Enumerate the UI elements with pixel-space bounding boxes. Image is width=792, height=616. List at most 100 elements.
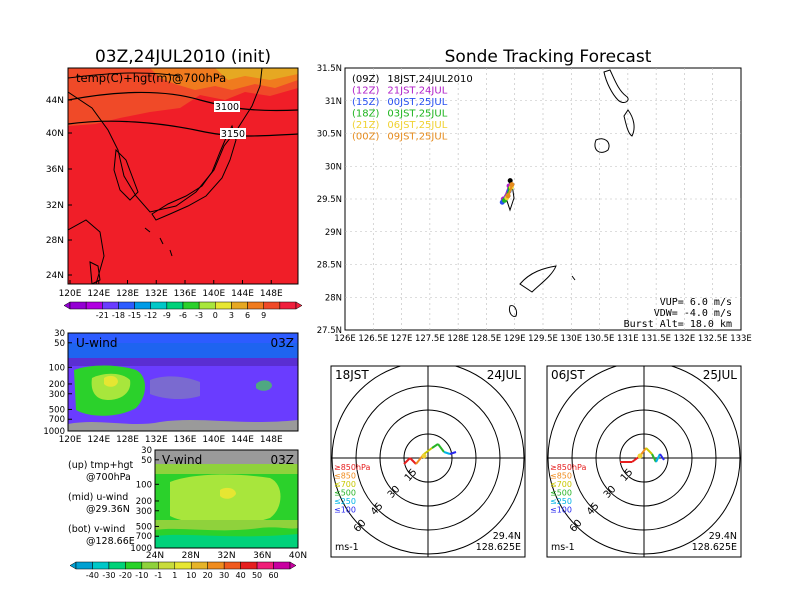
lon-tick-label: 128.5E: [472, 334, 502, 344]
surface-wind-point: [421, 453, 427, 459]
colorbar-label: 6: [245, 311, 250, 320]
param-vup: VUP= 6.0 m/s: [660, 297, 732, 308]
legend-mid: (mid) u-wind: [68, 492, 128, 503]
pressure-tick-label: 100: [136, 480, 152, 490]
colorbar-label: -10: [135, 571, 148, 580]
pressure-level-label: ≤500: [550, 489, 572, 498]
colorbar-cell: [141, 561, 159, 570]
hodograph-lat: 29.4N: [493, 531, 521, 542]
lat-tick-label: 29.5N: [317, 195, 342, 205]
u-wind-lon-ticks: 120E 124E 128E 132E 136E 140E 144E 148E: [59, 435, 283, 445]
coastline-china-south: [68, 219, 105, 284]
launch-legend-item: (18Z) 03JST,25JUL: [352, 109, 448, 120]
colorbar-cell: [92, 561, 110, 570]
colorbar-label: 9: [261, 311, 266, 320]
colorbar-cell: [134, 301, 151, 310]
lat-tick-label: 29N: [325, 228, 342, 238]
v-jet-core: [170, 474, 281, 525]
colorbar-cell: [198, 301, 216, 310]
launch-utc: (15Z): [352, 97, 379, 108]
lon-tick-label: 136E: [174, 435, 197, 445]
param-vdw: VDW= -4.0 m/s: [654, 308, 732, 319]
pressure-tick-label: 300: [49, 390, 65, 400]
island-yakushima: [594, 138, 610, 153]
lat-tick-label: 31.5N: [317, 64, 342, 74]
lat-tick-label: 28N: [182, 551, 200, 561]
colorbar-cell: [207, 561, 225, 570]
colorbar-cell: [263, 301, 281, 310]
lon-tick-label: 129E: [504, 334, 526, 344]
height-contour-3150: [68, 120, 298, 137]
legend-bot-lon: @128.66E: [86, 536, 135, 547]
lon-tick-label: 129.5E: [528, 334, 558, 344]
lat-tick-label: 40N: [289, 551, 307, 561]
colorbar-cell: [125, 561, 143, 570]
colorbar-cell: [247, 301, 264, 310]
lat-tick-label: 28N: [325, 293, 342, 303]
lon-tick-label: 128E: [447, 334, 469, 344]
colorbar-label: 0: [213, 311, 218, 320]
colorbar-cell: [215, 301, 232, 310]
launch-legend: (09Z) 18JST,24JUL2010(12Z) 21JST,24JUL(15Z…: [352, 74, 473, 143]
colorbar-label: -15: [128, 311, 141, 320]
track-map-lon-ticks: 126E 126.5E 127E 127.5E 128E 128.5E 129E 129.5E…: [334, 334, 752, 344]
lat-tick-label: 44N: [46, 96, 64, 106]
temp-map-label: temp(C)+hgt(m)@700hPa: [76, 71, 226, 85]
wind-profile-segment: [449, 451, 457, 455]
panel-legend: (up) tmp+hgt @700hPa (mid) u-wind @29.36…: [68, 460, 135, 547]
lon-tick-label: 120E: [59, 289, 82, 299]
lat-tick-label: 31N: [325, 97, 342, 107]
colorbar-cell: [190, 561, 208, 570]
pressure-level-label: ≥850hPa: [550, 463, 587, 472]
sonde-tracks: [499, 178, 515, 205]
hodograph-date: 24JUL: [487, 368, 522, 382]
lat-tick-label: 30.5N: [317, 130, 342, 140]
colorbar-cell: [240, 561, 258, 570]
pressure-tick-label: 200: [49, 380, 65, 390]
colorbar-label: -12: [144, 311, 157, 320]
pressure-level-label: ≤100: [550, 506, 572, 515]
temperature-map: temp(C)+hgt(m)@700hPa 3100 3150 44N40N36…: [46, 67, 303, 320]
coastline-asia: [68, 68, 263, 213]
v-wind-label: V-wind: [162, 453, 202, 467]
contour-label-box-2: [220, 128, 246, 139]
island-kikai: [571, 275, 576, 281]
pressure-level-label: ≤100: [334, 506, 356, 515]
lon-tick-label: 148E: [260, 289, 283, 299]
lat-tick-label: 24N: [46, 271, 64, 281]
lon-tick-label: 126.5E: [358, 334, 388, 344]
pressure-level-label: ≤250: [550, 497, 572, 506]
contour-label-3150: 3150: [221, 129, 245, 140]
colorbar-label: -20: [119, 571, 132, 580]
sonde-launch-point: [509, 182, 515, 188]
colorbar-cell: [69, 561, 77, 570]
colorbar-label: 60: [268, 571, 278, 580]
colorbar-cell: [63, 301, 71, 310]
lon-tick-label: 124E: [87, 289, 110, 299]
colorbar-label: -30: [102, 571, 115, 580]
colorbar-cell: [231, 301, 248, 310]
wind-profile-segment: [659, 453, 665, 461]
lon-tick-label: 130E: [560, 334, 582, 344]
launch-legend-item: (15Z) 00JST,25JUL: [352, 97, 448, 108]
colorbar-label: -6: [179, 311, 187, 320]
colorbar-cell: [85, 301, 103, 310]
pressure-tick-label: 50: [141, 456, 152, 466]
v-wind-time: 03Z: [271, 453, 295, 467]
hodograph-lon: 128.625E: [476, 542, 521, 553]
colorbar-label: 30: [219, 571, 229, 580]
lon-tick-label: 127.5E: [415, 334, 445, 344]
wind-profile-segment: [645, 447, 653, 455]
launch-local: 03JST,25JUL: [387, 109, 447, 120]
launch-legend-item: (12Z) 21JST,24JUL: [352, 86, 448, 97]
pressure-tick-label: 700: [49, 415, 65, 425]
legend-mid-lat: @29.36N: [86, 504, 130, 515]
pressure-level-label: ≤250: [334, 497, 356, 506]
lon-tick-label: 126E: [334, 334, 356, 344]
pressure-level-label: ≤700: [550, 480, 572, 489]
lon-tick-label: 132E: [145, 289, 168, 299]
wind-profile-segment: [655, 453, 661, 463]
temp-field-coldest: [215, 68, 298, 80]
